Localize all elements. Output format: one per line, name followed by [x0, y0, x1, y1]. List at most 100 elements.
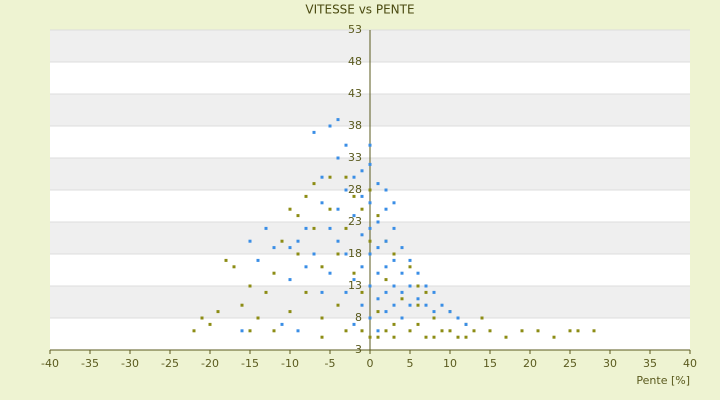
- x-tick-label: -10: [281, 357, 299, 370]
- scatter-point: [384, 278, 388, 282]
- scatter-point: [384, 239, 388, 243]
- x-axis-label: Pente [%]: [636, 374, 690, 387]
- scatter-point: [264, 226, 268, 230]
- scatter-point: [464, 335, 468, 339]
- scatter-point: [432, 316, 436, 320]
- x-tick-label: 15: [483, 357, 497, 370]
- scatter-point: [352, 175, 356, 179]
- scatter-point: [216, 310, 220, 314]
- scatter-point: [200, 316, 204, 320]
- y-tick-label: 18: [348, 247, 362, 260]
- scatter-point: [488, 329, 492, 333]
- y-tick-label: 13: [348, 279, 362, 292]
- scatter-point: [296, 214, 300, 218]
- scatter-point: [392, 322, 396, 326]
- scatter-point: [400, 290, 404, 294]
- scatter-point: [360, 265, 364, 269]
- scatter-point: [376, 214, 380, 218]
- scatter-point: [304, 226, 308, 230]
- y-tick-label: 33: [348, 151, 362, 164]
- scatter-point: [400, 246, 404, 250]
- scatter-point: [320, 175, 324, 179]
- scatter-point: [384, 188, 388, 192]
- scatter-point: [368, 226, 372, 230]
- scatter-point: [376, 271, 380, 275]
- scatter-point: [352, 271, 356, 275]
- scatter-point: [368, 143, 372, 147]
- y-tick-label: 38: [348, 119, 362, 132]
- scatter-point: [280, 322, 284, 326]
- scatter-point: [320, 265, 324, 269]
- scatter-point: [360, 207, 364, 211]
- scatter-point: [408, 284, 412, 288]
- scatter-point: [384, 207, 388, 211]
- scatter-point: [424, 303, 428, 307]
- scatter-point: [280, 239, 284, 243]
- scatter-point: [392, 252, 396, 256]
- scatter-point: [296, 239, 300, 243]
- scatter-point: [360, 194, 364, 198]
- scatter-point: [232, 265, 236, 269]
- scatter-point: [368, 162, 372, 166]
- x-tick-label: 35: [643, 357, 657, 370]
- x-tick-label: -25: [161, 357, 179, 370]
- scatter-point: [224, 258, 228, 262]
- scatter-point: [368, 252, 372, 256]
- scatter-point: [328, 271, 332, 275]
- scatter-point: [344, 188, 348, 192]
- scatter-point: [384, 329, 388, 333]
- scatter-point: [304, 265, 308, 269]
- scatter-point: [344, 252, 348, 256]
- y-tick-label: 43: [348, 87, 362, 100]
- scatter-point: [352, 194, 356, 198]
- x-tick-label: 30: [603, 357, 617, 370]
- scatter-point: [360, 169, 364, 173]
- scatter-point: [288, 310, 292, 314]
- scatter-point: [376, 335, 380, 339]
- scatter-point: [424, 284, 428, 288]
- x-tick-label: -20: [201, 357, 219, 370]
- scatter-point: [304, 194, 308, 198]
- scatter-point: [320, 290, 324, 294]
- scatter-point: [448, 329, 452, 333]
- scatter-point: [480, 316, 484, 320]
- scatter-point: [360, 329, 364, 333]
- scatter-point: [360, 233, 364, 237]
- scatter-point: [312, 226, 316, 230]
- scatter-point: [456, 316, 460, 320]
- chart-title: VITESSE vs PENTE: [305, 3, 414, 17]
- scatter-point: [376, 329, 380, 333]
- scatter-point: [392, 335, 396, 339]
- x-tick-label: 5: [407, 357, 414, 370]
- scatter-point: [272, 329, 276, 333]
- scatter-point: [384, 265, 388, 269]
- y-tick-label: 28: [348, 183, 362, 196]
- scatter-point: [344, 329, 348, 333]
- scatter-point: [448, 310, 452, 314]
- scatter-point: [264, 290, 268, 294]
- scatter-point: [296, 329, 300, 333]
- scatter-point: [552, 335, 556, 339]
- scatter-point: [384, 290, 388, 294]
- x-tick-label: 25: [563, 357, 577, 370]
- scatter-point: [344, 226, 348, 230]
- scatter-point: [504, 335, 508, 339]
- scatter-point: [432, 335, 436, 339]
- scatter-point: [472, 329, 476, 333]
- scatter-point: [304, 290, 308, 294]
- scatter-point: [416, 297, 420, 301]
- scatter-point: [352, 214, 356, 218]
- scatter-point: [368, 188, 372, 192]
- scatter-point: [424, 290, 428, 294]
- scatter-point: [368, 335, 372, 339]
- scatter-point: [376, 246, 380, 250]
- scatter-point: [360, 303, 364, 307]
- scatter-point: [328, 124, 332, 128]
- scatter-point: [336, 118, 340, 122]
- scatter-point: [256, 258, 260, 262]
- scatter-point: [416, 303, 420, 307]
- scatter-point: [368, 201, 372, 205]
- x-tick-label: 10: [443, 357, 457, 370]
- scatter-point: [240, 303, 244, 307]
- scatter-point: [400, 271, 404, 275]
